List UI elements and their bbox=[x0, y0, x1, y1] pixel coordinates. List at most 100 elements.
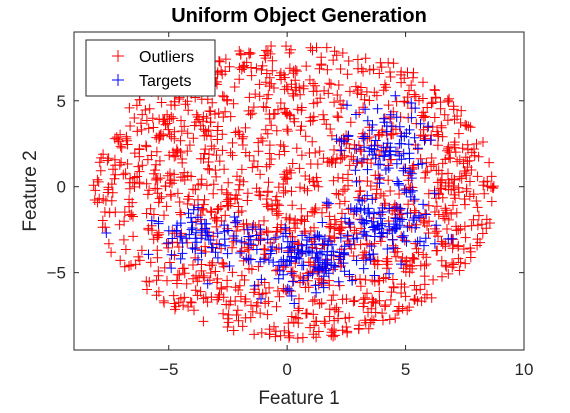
outlier-point bbox=[119, 235, 129, 245]
outlier-point bbox=[135, 167, 145, 177]
outlier-point bbox=[165, 258, 175, 268]
outlier-point bbox=[453, 242, 463, 252]
outlier-point bbox=[125, 121, 135, 131]
outlier-point bbox=[215, 290, 225, 300]
outlier-point bbox=[231, 282, 241, 292]
outlier-point bbox=[335, 199, 345, 209]
outlier-point bbox=[306, 43, 316, 53]
outlier-point bbox=[410, 239, 420, 249]
outlier-point bbox=[267, 56, 277, 66]
target-point bbox=[302, 235, 312, 245]
outlier-point bbox=[255, 169, 265, 179]
target-point bbox=[399, 149, 409, 159]
target-point bbox=[373, 160, 383, 170]
outlier-point bbox=[208, 189, 218, 199]
outlier-point bbox=[226, 148, 236, 158]
outlier-point bbox=[182, 146, 192, 156]
outlier-point bbox=[302, 308, 312, 318]
outlier-point bbox=[282, 124, 292, 134]
outlier-point bbox=[121, 245, 131, 255]
outlier-point bbox=[428, 122, 438, 132]
outlier-point bbox=[204, 125, 214, 135]
target-point bbox=[390, 91, 400, 101]
outlier-point bbox=[301, 61, 311, 71]
target-point bbox=[352, 256, 362, 266]
outlier-point bbox=[162, 239, 172, 249]
outlier-point bbox=[266, 79, 276, 89]
outlier-point bbox=[361, 53, 371, 63]
outlier-point bbox=[206, 268, 216, 278]
outlier-point bbox=[472, 241, 482, 251]
outlier-point bbox=[237, 271, 247, 281]
outlier-point bbox=[102, 156, 112, 166]
outlier-point bbox=[143, 189, 153, 199]
outlier-point bbox=[198, 316, 208, 326]
target-point bbox=[359, 264, 369, 274]
outlier-point bbox=[132, 172, 142, 182]
outlier-point bbox=[344, 56, 354, 66]
outlier-point bbox=[159, 298, 169, 308]
outlier-point bbox=[440, 203, 450, 213]
outlier-point bbox=[217, 145, 227, 155]
outlier-point bbox=[159, 210, 169, 220]
outlier-point bbox=[180, 268, 190, 278]
outlier-point bbox=[389, 58, 399, 68]
target-point bbox=[188, 243, 198, 253]
outlier-point bbox=[421, 168, 431, 178]
outlier-point bbox=[311, 332, 321, 342]
outlier-point bbox=[380, 80, 390, 90]
outlier-point bbox=[244, 254, 254, 264]
outlier-point bbox=[236, 292, 246, 302]
outlier-point bbox=[344, 239, 354, 249]
target-point bbox=[367, 241, 377, 251]
outlier-point bbox=[287, 200, 297, 210]
outlier-point bbox=[192, 110, 202, 120]
target-point bbox=[229, 231, 239, 241]
outlier-point bbox=[163, 125, 173, 135]
outlier-point bbox=[154, 271, 164, 281]
outlier-point bbox=[484, 158, 494, 168]
outlier-point bbox=[205, 165, 215, 175]
outlier-point bbox=[230, 82, 240, 92]
outlier-point bbox=[126, 260, 136, 270]
outlier-point bbox=[383, 58, 393, 68]
outlier-point bbox=[437, 272, 447, 282]
outlier-point bbox=[216, 284, 226, 294]
outlier-point bbox=[376, 236, 386, 246]
outlier-point bbox=[188, 260, 198, 270]
y-tick-label: 0 bbox=[57, 178, 66, 197]
outlier-point bbox=[290, 117, 300, 127]
outlier-point bbox=[241, 313, 251, 323]
outlier-point bbox=[209, 144, 219, 154]
outlier-point bbox=[374, 287, 384, 297]
outlier-point bbox=[385, 315, 395, 325]
outlier-point bbox=[256, 133, 266, 143]
outlier-point bbox=[406, 80, 416, 90]
outlier-point bbox=[386, 72, 396, 82]
outlier-point bbox=[316, 52, 326, 62]
target-point bbox=[399, 231, 409, 241]
outlier-point bbox=[211, 172, 221, 182]
y-axis-label: Feature 2 bbox=[20, 150, 41, 231]
outlier-point bbox=[349, 251, 359, 261]
target-point bbox=[213, 253, 223, 263]
y-tick-label: 5 bbox=[57, 92, 66, 111]
outlier-point bbox=[449, 260, 459, 270]
outlier-point bbox=[322, 65, 332, 75]
outlier-point bbox=[176, 136, 186, 146]
outlier-point bbox=[142, 116, 152, 126]
outlier-point bbox=[353, 55, 363, 65]
outlier-point bbox=[183, 194, 193, 204]
outlier-point bbox=[314, 327, 324, 337]
target-point bbox=[287, 268, 297, 278]
outlier-point bbox=[310, 81, 320, 91]
outlier-point bbox=[228, 150, 238, 160]
outlier-point bbox=[104, 239, 114, 249]
outlier-point bbox=[96, 166, 106, 176]
outlier-point bbox=[301, 131, 311, 141]
outlier-point bbox=[272, 302, 282, 312]
outlier-point bbox=[238, 321, 248, 331]
outlier-point bbox=[281, 174, 291, 184]
outlier-point bbox=[234, 74, 244, 84]
outlier-point bbox=[148, 123, 158, 133]
